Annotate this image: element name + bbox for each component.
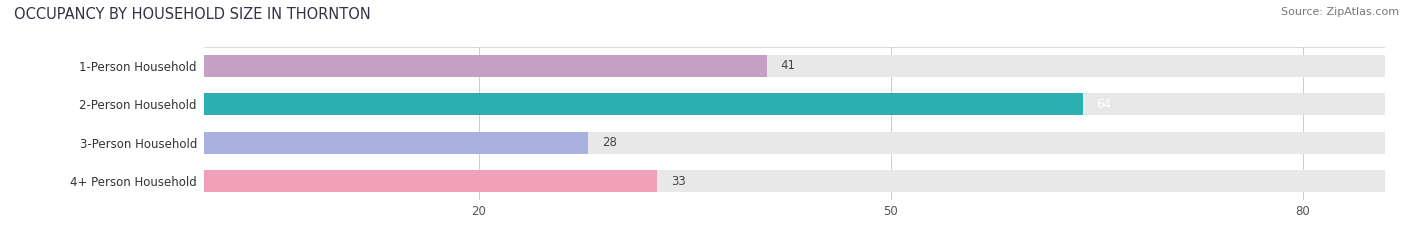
Text: OCCUPANCY BY HOUSEHOLD SIZE IN THORNTON: OCCUPANCY BY HOUSEHOLD SIZE IN THORNTON [14, 7, 371, 22]
Text: 41: 41 [780, 59, 796, 72]
Text: 33: 33 [671, 175, 686, 188]
Text: 64: 64 [1097, 98, 1112, 111]
Bar [204, 170, 657, 192]
Text: Source: ZipAtlas.com: Source: ZipAtlas.com [1281, 7, 1399, 17]
Bar [204, 93, 1083, 115]
Bar [204, 55, 1385, 77]
Bar [204, 170, 1385, 192]
Bar [204, 132, 1385, 154]
Text: 28: 28 [602, 136, 617, 149]
Bar [204, 93, 1385, 115]
Bar [204, 132, 588, 154]
Bar [204, 55, 766, 77]
